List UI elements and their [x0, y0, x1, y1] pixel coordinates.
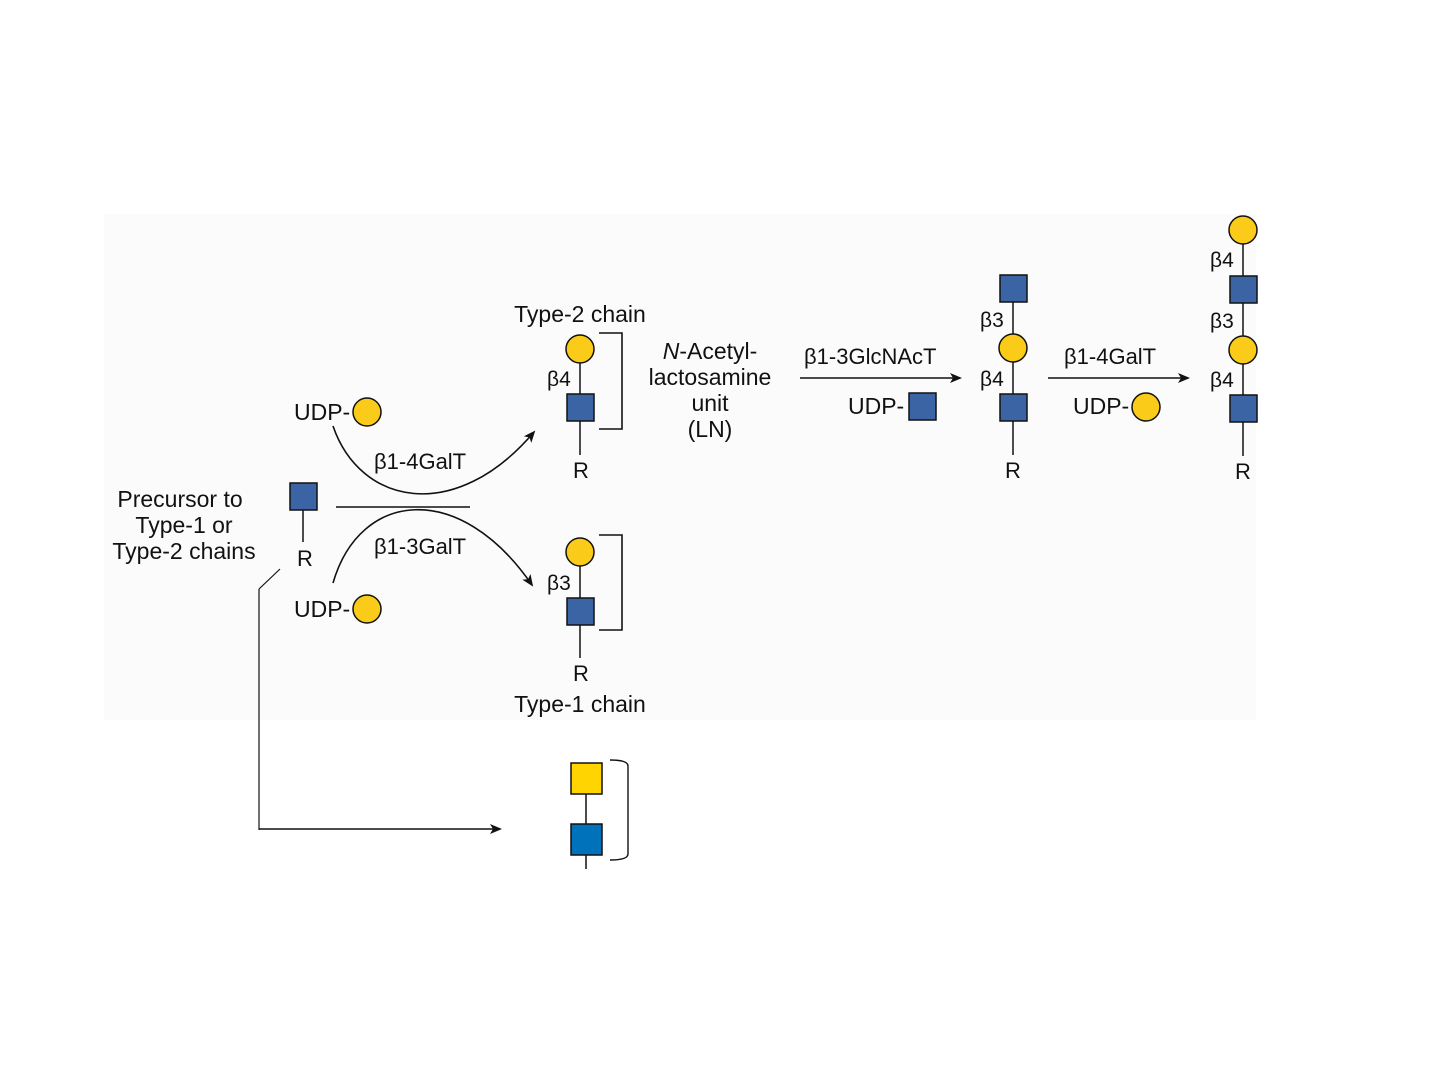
chain4-linkage-b4-top: β4	[1210, 249, 1234, 272]
galactose-circle-icon	[1131, 392, 1161, 422]
galactose-circle-icon	[352, 397, 382, 427]
enzyme-b13glcnact-label: β1-3GlcNAcT	[804, 344, 936, 369]
ln-unit-line1-rest: -Acetyl-	[679, 338, 757, 364]
ln-unit-italic-n: N	[663, 338, 680, 364]
chain3-root-r: R	[1005, 458, 1021, 483]
chain4-linkage-b3: β3	[1210, 310, 1234, 333]
precursor-root-r: R	[297, 546, 313, 571]
branch-connector-diagonal	[258, 568, 281, 590]
glcnac-square-icon	[908, 392, 937, 421]
galactose-circle-icon	[565, 334, 595, 364]
type2-linkage-b4: β4	[547, 368, 571, 391]
precursor-label-line1: Precursor to	[117, 486, 242, 512]
enzyme-b13galt-label: β1-3GalT	[374, 534, 466, 559]
glcnac-square-icon	[566, 393, 595, 422]
glcnac-square-icon	[289, 482, 318, 511]
udp-gal-last-label: UDP-	[1073, 393, 1129, 419]
chain3-linkage-b4: β4	[980, 368, 1004, 391]
galactose-circle-icon	[1228, 335, 1258, 365]
type2-chain-title: Type-2 chain	[514, 301, 646, 327]
enzyme-b14galt-2-label: β1-4GalT	[1064, 344, 1156, 369]
type2-bracket	[599, 332, 623, 430]
galactose-circle-icon	[352, 594, 382, 624]
galactose-circle-icon	[565, 537, 595, 567]
glcnac-square-icon	[1229, 275, 1258, 304]
udp-glcnac-label: UDP-	[848, 393, 904, 419]
lower-reaction-arrow	[332, 508, 534, 587]
udp-gal-bottom-label: UDP-	[294, 596, 350, 622]
ln-unit-line4: (LN)	[688, 416, 733, 442]
chain3-linkage-b3: β3	[980, 309, 1004, 332]
type1-root-r: R	[573, 661, 589, 686]
glcnac-square-icon	[570, 823, 603, 856]
ln-unit-line1: N-Acetyl-	[663, 338, 758, 364]
glcnac-square-icon	[999, 274, 1028, 303]
enzyme-b14galt-label: β1-4GalT	[374, 449, 466, 474]
chain4-root-r: R	[1235, 459, 1251, 484]
precursor-label-line3: Type-2 chains	[112, 538, 255, 564]
upper-reaction-arrow	[332, 425, 536, 495]
glcnac-square-icon	[566, 597, 595, 626]
type1-chain-title: Type-1 chain	[514, 691, 646, 717]
ln-unit-line2: lactosamine	[649, 364, 772, 390]
glcnac-square-icon	[1229, 394, 1258, 423]
type1-bracket	[599, 534, 623, 631]
type2-root-r: R	[573, 458, 589, 483]
galactose-circle-icon	[998, 333, 1028, 363]
lower-glycan-bracket	[609, 759, 629, 861]
chain4-linkage-b4-bottom: β4	[1210, 369, 1234, 392]
galactose-circle-icon	[1228, 215, 1258, 245]
precursor-label-line2: Type-1 or	[135, 512, 232, 538]
galnac-square-icon	[570, 762, 603, 795]
ln-unit-line3: unit	[691, 390, 729, 416]
udp-gal-top-label: UDP-	[294, 399, 350, 425]
diagram-panel	[104, 214, 1256, 720]
glcnac-square-icon	[999, 393, 1028, 422]
type1-linkage-b3: β3	[547, 572, 571, 595]
